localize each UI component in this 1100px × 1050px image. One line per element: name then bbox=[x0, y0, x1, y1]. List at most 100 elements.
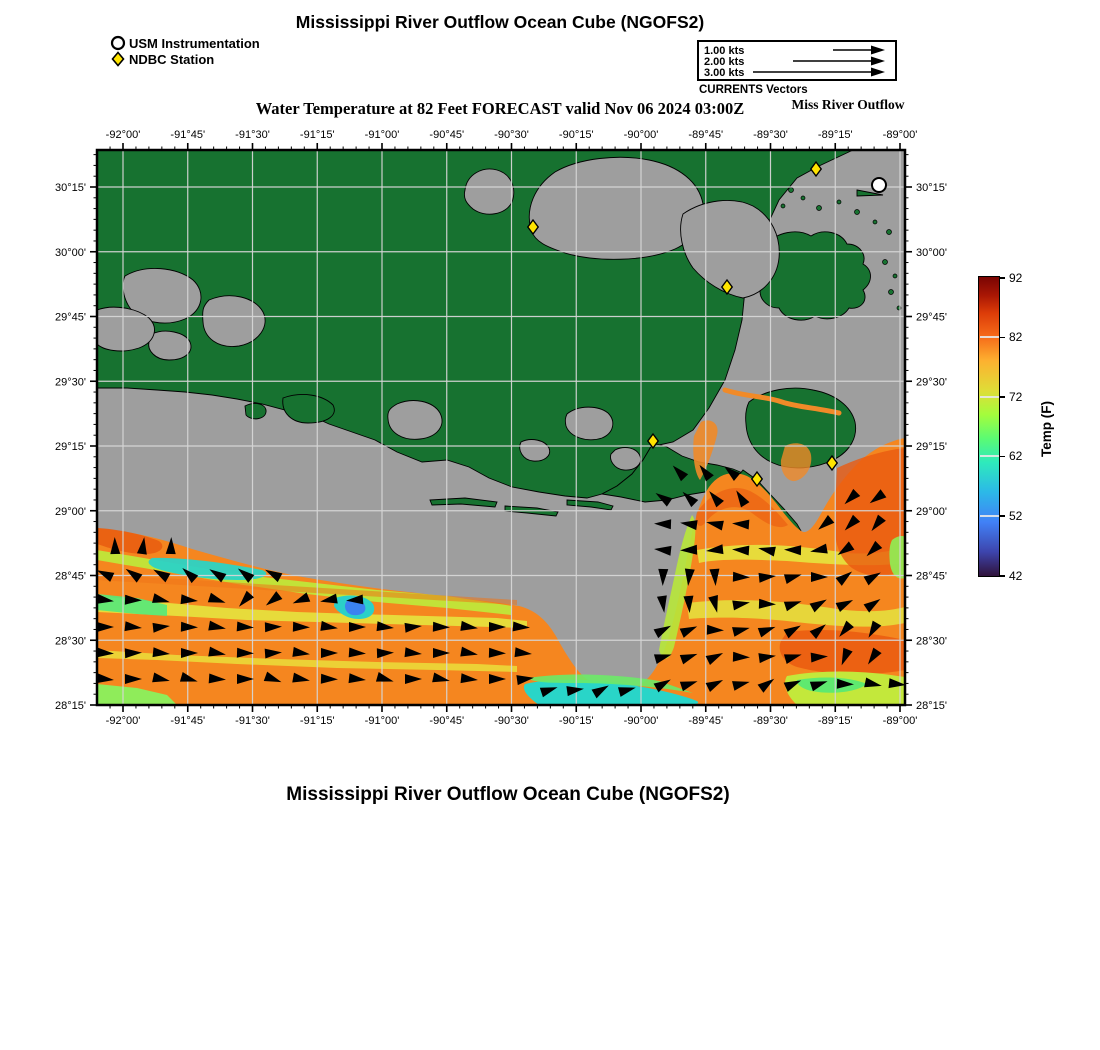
ndbc-station-marker bbox=[750, 470, 764, 488]
current-arrow-icon bbox=[404, 647, 422, 658]
current-arrow-icon bbox=[207, 592, 226, 603]
currents-vector-scale-box: 1.00 kts 2.00 kts 3.00 kts bbox=[697, 40, 897, 81]
current-arrow-icon bbox=[758, 598, 776, 609]
lake-polygon bbox=[148, 330, 192, 361]
current-arrow-icon bbox=[654, 545, 672, 556]
islet bbox=[888, 289, 894, 295]
current-arrow-icon bbox=[809, 624, 826, 639]
colorbar-tick bbox=[1000, 575, 1005, 577]
current-arrow-icon bbox=[208, 620, 226, 631]
colorbar-gridline bbox=[979, 514, 999, 517]
axis-tick-label: 29°30' bbox=[55, 376, 86, 388]
station-legend: USM Instrumentation NDBC Station bbox=[110, 35, 260, 67]
current-arrow-icon bbox=[320, 620, 338, 631]
current-arrow-icon bbox=[656, 595, 667, 613]
graticule-gridlines bbox=[97, 150, 905, 706]
usm-circle-icon bbox=[110, 35, 126, 51]
current-arrow-icon bbox=[684, 568, 695, 586]
axis-tick-label: 30°00' bbox=[55, 247, 86, 259]
current-arrow-icon bbox=[863, 598, 881, 613]
current-arrow-icon bbox=[866, 540, 883, 557]
current-arrow-icon bbox=[96, 647, 114, 658]
current-arrow-icon bbox=[705, 680, 724, 693]
colorbar-tick-label: 52 bbox=[1009, 508, 1023, 523]
lake-polygon bbox=[528, 156, 704, 260]
axis-tick-label: 30°00' bbox=[916, 247, 947, 259]
current-arrow-icon bbox=[165, 537, 176, 555]
current-arrow-icon bbox=[653, 654, 672, 665]
axis-tick-label: -91°30' bbox=[235, 129, 270, 141]
current-arrow-icon bbox=[237, 674, 254, 684]
island-polygon bbox=[856, 189, 884, 197]
current-arrow-icon bbox=[460, 673, 478, 684]
current-arrow-icon bbox=[110, 537, 121, 555]
axis-tick-label: 28°30' bbox=[916, 635, 947, 647]
current-arrow-icon bbox=[732, 571, 750, 582]
colorbar-tick bbox=[1000, 515, 1005, 517]
axis-tick-label: 30°15' bbox=[55, 182, 86, 194]
current-arrow-icon bbox=[136, 537, 147, 555]
lake-polygon bbox=[96, 306, 155, 352]
current-arrow-icon bbox=[783, 625, 801, 639]
axis-tick-label: -89°30' bbox=[753, 715, 788, 727]
colorbar-tick-label: 42 bbox=[1009, 568, 1023, 583]
current-arrow-icon bbox=[348, 647, 366, 658]
islet bbox=[788, 187, 794, 193]
region-label: Miss River Outflow bbox=[791, 97, 905, 112]
current-arrow-icon bbox=[736, 490, 750, 508]
islet bbox=[836, 199, 842, 205]
current-arrow-icon bbox=[209, 569, 227, 583]
current-arrow-icon bbox=[208, 673, 226, 684]
axis-tick-label: 29°45' bbox=[55, 312, 86, 324]
current-arrow-icon bbox=[706, 624, 724, 635]
islet bbox=[872, 219, 878, 225]
current-arrow-icon bbox=[705, 653, 724, 666]
current-arrow-icon bbox=[836, 678, 854, 689]
ndbc-station-marker bbox=[526, 218, 540, 236]
ndbc-station-marker bbox=[809, 160, 823, 178]
current-arrow-icon bbox=[489, 622, 506, 632]
current-arrow-icon bbox=[837, 541, 855, 556]
current-vectors bbox=[96, 464, 906, 699]
axis-tick-label: -90°45' bbox=[429, 715, 464, 727]
current-arrow-icon bbox=[783, 654, 802, 665]
legend-ndbc-label: NDBC Station bbox=[129, 51, 215, 67]
current-arrow-icon bbox=[839, 620, 854, 637]
axis-tick-label: -90°00' bbox=[624, 715, 659, 727]
axis-tick-label: 29°00' bbox=[55, 506, 86, 518]
colorbar-axis-label: Temp (F) bbox=[1039, 401, 1054, 457]
lake-polygon bbox=[202, 295, 266, 347]
current-arrow-icon bbox=[835, 600, 854, 613]
temperature-patch bbox=[527, 674, 693, 693]
current-arrow-icon bbox=[237, 568, 255, 583]
current-arrow-icon bbox=[783, 601, 802, 612]
temperature-patch bbox=[97, 574, 517, 605]
axis-tick-label: -89°15' bbox=[818, 129, 853, 141]
axis-tick-label: -90°15' bbox=[559, 715, 594, 727]
current-arrow-icon bbox=[152, 672, 170, 683]
axis-tick-label: -92°00' bbox=[106, 129, 141, 141]
map-frame bbox=[95, 148, 907, 707]
islet bbox=[892, 273, 898, 279]
axis-tick-label: 29°00' bbox=[916, 506, 947, 518]
axis-tick-label: -90°30' bbox=[494, 129, 529, 141]
current-arrow-icon bbox=[810, 652, 828, 663]
current-arrow-icon bbox=[679, 681, 698, 692]
current-arrow-icon bbox=[489, 674, 506, 684]
legend-item-usm: USM Instrumentation bbox=[110, 35, 260, 51]
current-arrow-icon bbox=[709, 491, 724, 508]
map-axes: -92°00' -92°00' -91°45' -91°45' -91°30' -91°3… bbox=[55, 129, 947, 727]
current-arrow-icon bbox=[871, 514, 886, 532]
axis-tick-label: 30°15' bbox=[916, 182, 947, 194]
colorbar-tick bbox=[1000, 455, 1005, 458]
vector-scale-arrowhead-icon bbox=[871, 56, 885, 66]
temperature-patch bbox=[148, 557, 267, 580]
current-arrow-icon bbox=[292, 592, 311, 604]
current-arrow-icon bbox=[653, 625, 671, 639]
current-arrow-icon bbox=[124, 594, 142, 605]
current-arrow-icon bbox=[810, 543, 828, 554]
current-arrow-icon bbox=[655, 492, 673, 507]
current-arrow-icon bbox=[732, 600, 750, 611]
current-arrow-icon bbox=[758, 572, 776, 583]
river-plume-path bbox=[722, 387, 842, 416]
